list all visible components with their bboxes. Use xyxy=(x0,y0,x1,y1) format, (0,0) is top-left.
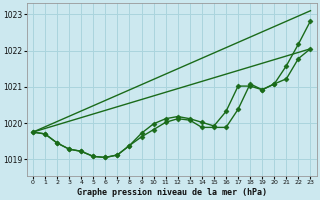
X-axis label: Graphe pression niveau de la mer (hPa): Graphe pression niveau de la mer (hPa) xyxy=(77,188,267,197)
